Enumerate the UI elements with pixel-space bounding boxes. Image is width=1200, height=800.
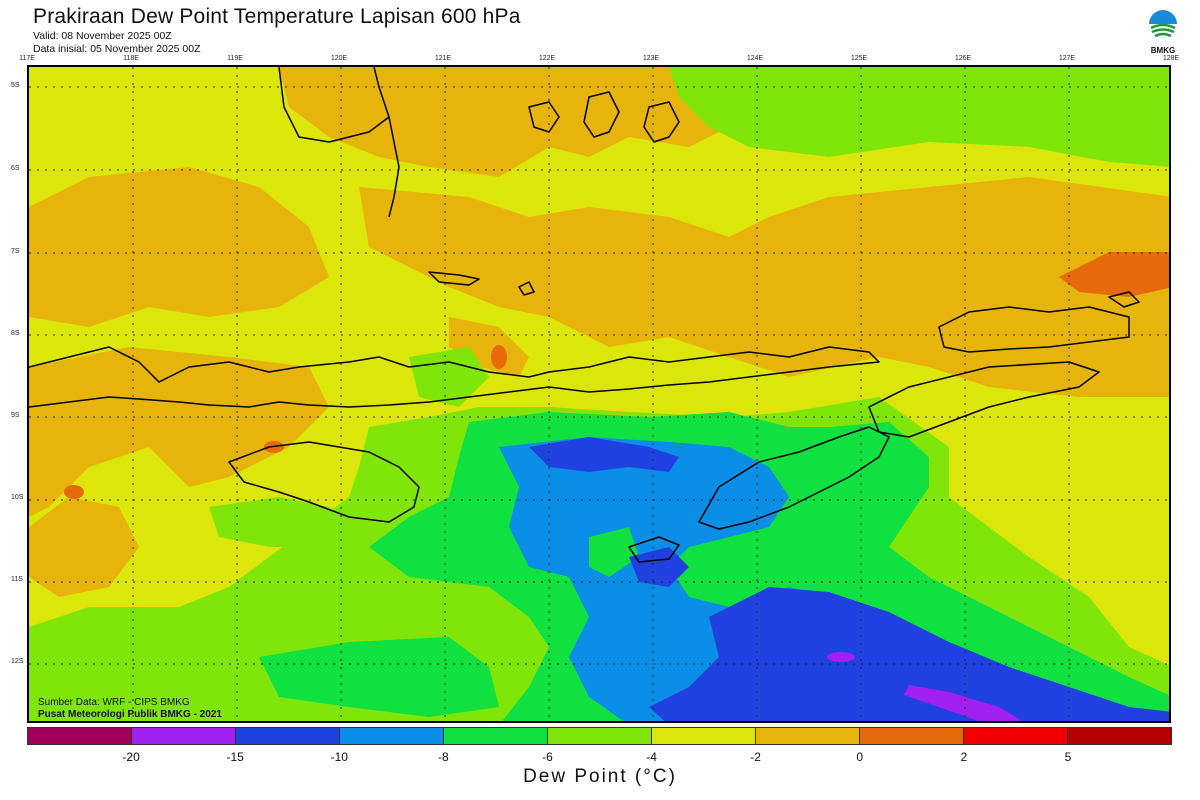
lat-label: 10S (11, 494, 24, 501)
credit-org: Pusat Meteorologi Publik BMKG - 2021 (38, 709, 222, 720)
coastlines (29, 67, 1140, 563)
lon-label: 122E (538, 55, 556, 62)
colorbar-segment (28, 728, 132, 744)
colorbar-segment (964, 728, 1068, 744)
lat-label: 6S (11, 165, 20, 172)
lon-label: 121E (434, 55, 452, 62)
colorbar-segment (756, 728, 860, 744)
colorbar-tick: -15 (226, 750, 244, 764)
lat-label: 5S (11, 82, 20, 89)
credit-source: Sumber Data: WRF - CIPS BMKG (38, 697, 190, 708)
lon-label: 118E (123, 55, 139, 62)
lat-label: 8S (11, 330, 20, 337)
colorbar-tick: 5 (1064, 750, 1072, 764)
colorbar-tick: -4 (646, 750, 657, 764)
band-orange (29, 67, 1169, 597)
lon-label: 126E (954, 55, 972, 62)
map-canvas[interactable] (27, 65, 1171, 723)
lon-label: 127E (1058, 55, 1076, 62)
band-blue (529, 437, 1169, 721)
colorbar-tick: 2 (960, 750, 968, 764)
valid-time: Valid: 08 November 2025 00Z (33, 30, 172, 42)
lon-label: 120E (330, 55, 348, 62)
colorbar-title: Dew Point (°C) (523, 766, 677, 787)
colorbar-tick: -10 (330, 750, 348, 764)
lon-label: 119E (227, 55, 243, 62)
colorbar-segment (548, 728, 652, 744)
lon-label: 123E (642, 55, 660, 62)
colorbar-segment (1068, 728, 1171, 744)
colorbar-segment (444, 728, 548, 744)
lon-label: 124E (746, 55, 764, 62)
lat-label: 11S (11, 576, 23, 583)
init-time: Data inisial: 05 November 2025 00Z (33, 43, 201, 55)
lon-label: 125E (850, 55, 868, 62)
band-red-orange (64, 252, 1169, 499)
colorbar-segment (132, 728, 236, 744)
colorbar-tick: 0 (856, 750, 864, 764)
graticule (29, 67, 1169, 721)
map-title: Prakiraan Dew Point Temperature Lapisan … (33, 5, 521, 28)
band-light-blue (499, 437, 1169, 721)
logo-text: BMKG (1151, 46, 1175, 55)
colorbar-tick: -8 (438, 750, 449, 764)
colorbar-segment (340, 728, 444, 744)
lat-label: 9S (11, 412, 20, 419)
lat-label: 7S (11, 248, 20, 255)
dewpoint-field (29, 67, 1169, 721)
colorbar-tick: -20 (122, 750, 140, 764)
lat-label: 12S (11, 658, 24, 665)
bmkg-logo-icon: BMKG (1146, 8, 1180, 56)
colorbar-segment (860, 728, 964, 744)
colorbar-segment (236, 728, 340, 744)
colorbar-tick: -6 (542, 750, 553, 764)
lon-label: 128E (1162, 55, 1180, 62)
band-purple (827, 652, 1023, 721)
colorbar-tick: -2 (750, 750, 761, 764)
colorbar (27, 727, 1172, 745)
lon-label: 117E (19, 55, 35, 62)
colorbar-segment (652, 728, 756, 744)
